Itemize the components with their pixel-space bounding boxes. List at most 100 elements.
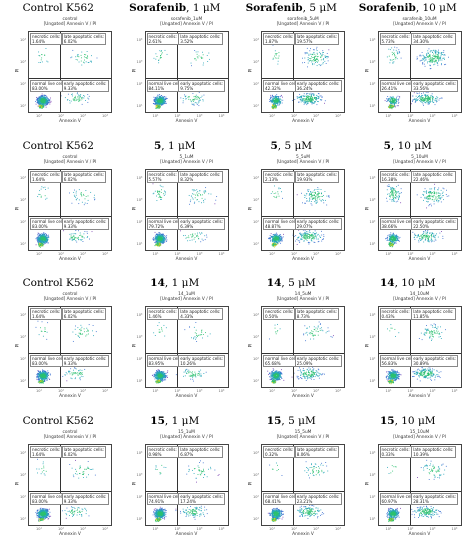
event-dot (44, 239, 46, 241)
event-dot (276, 233, 278, 235)
event-dot (436, 51, 437, 53)
event-dot (440, 64, 442, 66)
quadrant-divider-vertical (293, 169, 295, 250)
quadrant-normal-live-value: 83.00% (32, 86, 48, 91)
event-dot (423, 190, 425, 192)
event-dot (159, 235, 161, 237)
event-dot (155, 240, 157, 242)
event-dot (152, 192, 154, 194)
event-dot (38, 96, 40, 98)
event-dot (441, 235, 443, 237)
panel-heading-condition: , 1 μM (161, 139, 196, 152)
event-dot (430, 234, 432, 235)
event-dot (435, 196, 437, 198)
event-dot (268, 237, 270, 239)
event-dot (158, 102, 160, 104)
event-dot (276, 101, 277, 103)
panel-heading: Sorafenib, 10 μM (350, 2, 466, 14)
event-dot (155, 199, 157, 201)
event-dot (184, 98, 186, 100)
event-dot (164, 100, 166, 102)
event-dot (318, 195, 319, 197)
event-dot (83, 97, 85, 99)
quadrant-normal-live-label: normal live cells: (32, 81, 67, 86)
event-dot (270, 98, 272, 100)
event-dot (153, 241, 155, 243)
event-dot (426, 53, 427, 55)
event-dot (318, 96, 320, 98)
event-dot (75, 59, 77, 60)
event-dot (425, 235, 427, 237)
event-dot (71, 237, 73, 238)
quadrant-divider-horizontal (29, 78, 111, 80)
event-dot (393, 100, 395, 102)
event-dot (161, 241, 163, 243)
event-dot (41, 232, 43, 234)
event-dot (311, 195, 312, 197)
event-dot (419, 54, 421, 56)
event-dot (37, 98, 39, 100)
event-dot (396, 239, 398, 241)
event-dot (87, 97, 89, 99)
event-dot (46, 238, 48, 240)
event-dot (45, 101, 47, 103)
event-dot (41, 238, 43, 240)
event-dot (392, 61, 394, 63)
event-dot (275, 97, 277, 98)
quadrant-late-apoptotic: late apoptotic cells: 34.30% (411, 33, 456, 45)
event-dot (275, 102, 276, 103)
event-dot (420, 96, 421, 98)
event-dot (76, 197, 78, 199)
event-dot (71, 239, 73, 241)
event-dot (163, 236, 165, 238)
event-dot (42, 239, 44, 241)
event-dot (154, 238, 156, 240)
event-dot (158, 99, 160, 101)
event-dot (154, 53, 156, 55)
event-dot (80, 192, 82, 194)
event-dot (45, 96, 47, 98)
y-tick-label: 10² (20, 219, 26, 224)
event-dot (88, 95, 90, 97)
event-dot (391, 97, 393, 99)
event-dot (271, 96, 273, 98)
event-dot (395, 98, 397, 99)
event-dot (159, 234, 161, 236)
event-dot (37, 105, 39, 107)
event-dot (280, 240, 282, 241)
event-dot (307, 58, 309, 60)
event-dot (42, 103, 44, 105)
event-dot (392, 97, 394, 99)
event-dot (37, 238, 38, 240)
flow-panel: 5, 1 μM 5_1uM [Ungated] Annexin V / PI necr… (117, 138, 234, 276)
event-dot (428, 56, 429, 58)
event-dot (328, 195, 329, 197)
event-dot (198, 231, 200, 233)
event-dot (155, 103, 156, 105)
event-dot (155, 98, 157, 100)
quadrant-late-apoptotic-value: 19.57% (296, 39, 313, 44)
event-dot (196, 198, 198, 200)
event-dot (306, 100, 308, 102)
event-dot (394, 235, 396, 236)
event-dot (36, 96, 37, 98)
event-dot (438, 232, 440, 234)
event-dot (310, 59, 312, 61)
event-dot (46, 103, 48, 104)
event-dot (274, 196, 276, 198)
event-dot (161, 233, 163, 235)
event-dot (43, 240, 45, 242)
panel-heading: 5, 10 μM (350, 140, 466, 152)
event-dot (414, 100, 416, 102)
event-dot (422, 241, 424, 242)
event-dot (431, 100, 433, 102)
event-dot (415, 98, 417, 100)
event-dot (154, 97, 156, 99)
event-dot (417, 99, 418, 101)
event-dot (45, 99, 47, 101)
event-dot (395, 96, 397, 98)
event-dot (317, 234, 319, 235)
event-dot (45, 238, 46, 240)
event-dot (387, 185, 389, 187)
event-dot (44, 241, 45, 243)
